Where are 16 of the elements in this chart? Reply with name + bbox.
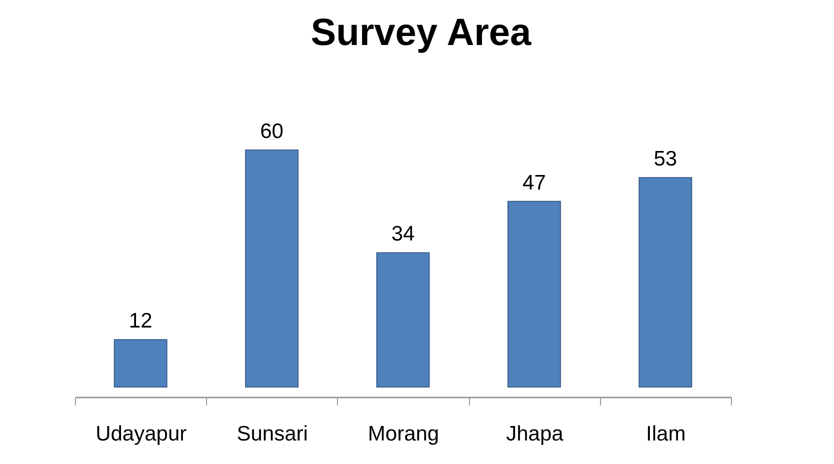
x-tick-label: Sunsari (236, 422, 308, 446)
chart-title: Survey Area (310, 12, 532, 54)
data-label: 12 (128, 310, 152, 333)
bar (376, 252, 430, 388)
x-tick-label: Ilam (646, 422, 686, 446)
data-label: 47 (522, 171, 546, 194)
bar (245, 150, 299, 388)
bar (638, 177, 692, 388)
bar (114, 339, 168, 388)
x-tick-label: Udayapur (96, 422, 187, 446)
data-label: 53 (654, 148, 678, 171)
bar (507, 200, 561, 388)
data-label: 60 (260, 120, 284, 143)
x-tick-label: Morang (368, 422, 440, 446)
data-label: 34 (391, 222, 415, 246)
x-tick-label: Jhapa (506, 422, 564, 446)
